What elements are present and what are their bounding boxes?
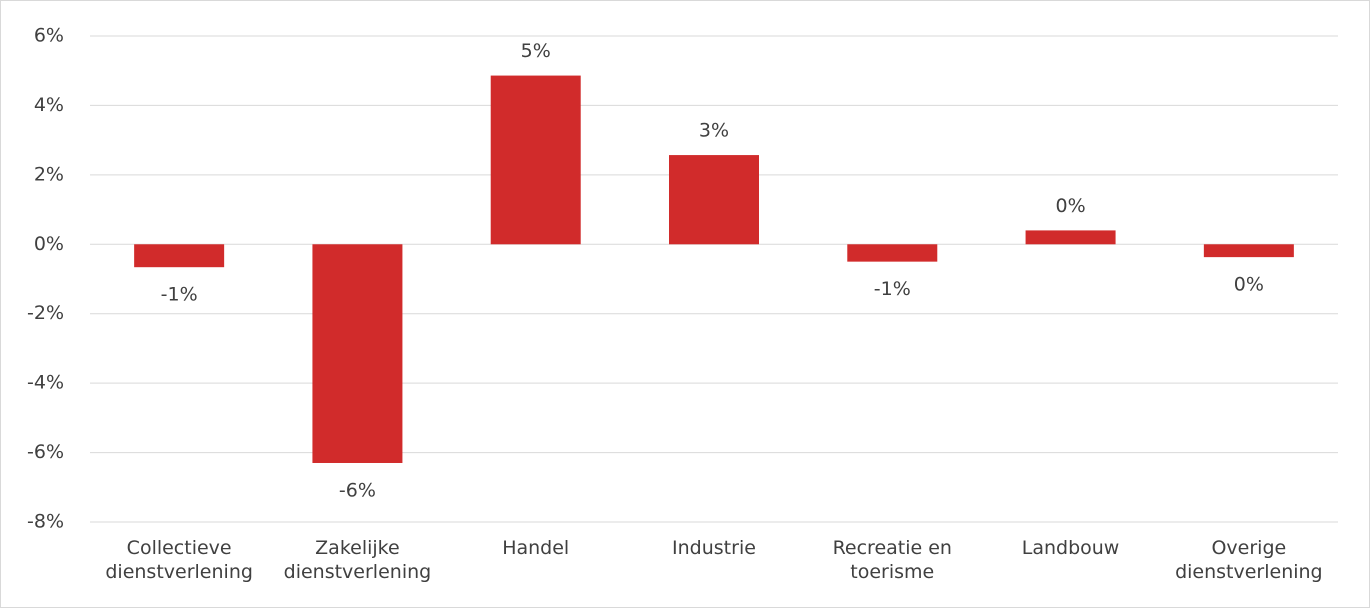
data-label: -1% bbox=[161, 284, 198, 306]
x-tick-label: Zakelijke dienstverlening bbox=[283, 537, 432, 583]
x-tick-label: Industrie bbox=[672, 537, 756, 559]
bar bbox=[847, 244, 938, 262]
y-tick-label: 4% bbox=[34, 94, 64, 116]
y-tick-label: -6% bbox=[27, 441, 64, 463]
x-tick-label: Recreatie en toerisme bbox=[832, 537, 952, 583]
bar bbox=[669, 155, 759, 245]
data-label: 0% bbox=[1055, 195, 1085, 217]
x-tick-label: Handel bbox=[502, 537, 570, 559]
data-label: 0% bbox=[1234, 274, 1264, 296]
bar bbox=[312, 244, 403, 463]
x-tick-label: Collectieve dienstverlening bbox=[105, 537, 253, 583]
data-label: -6% bbox=[339, 479, 376, 501]
y-tick-label: -8% bbox=[27, 511, 64, 533]
x-tick-label: Overige dienstverlening bbox=[1175, 537, 1323, 583]
data-label: -1% bbox=[874, 278, 911, 300]
bar bbox=[490, 75, 581, 245]
y-tick-label: -2% bbox=[27, 302, 64, 324]
y-tick-label: 2% bbox=[34, 163, 64, 185]
x-tick-label: Landbouw bbox=[1021, 537, 1120, 559]
y-tick-label: -4% bbox=[27, 372, 64, 394]
bar bbox=[1025, 230, 1116, 245]
y-tick-label: 6% bbox=[34, 25, 64, 47]
bar bbox=[1203, 244, 1294, 258]
y-tick-label: 0% bbox=[34, 233, 64, 255]
data-label: 3% bbox=[699, 120, 729, 142]
bar bbox=[134, 244, 225, 268]
data-label: 5% bbox=[521, 40, 551, 62]
